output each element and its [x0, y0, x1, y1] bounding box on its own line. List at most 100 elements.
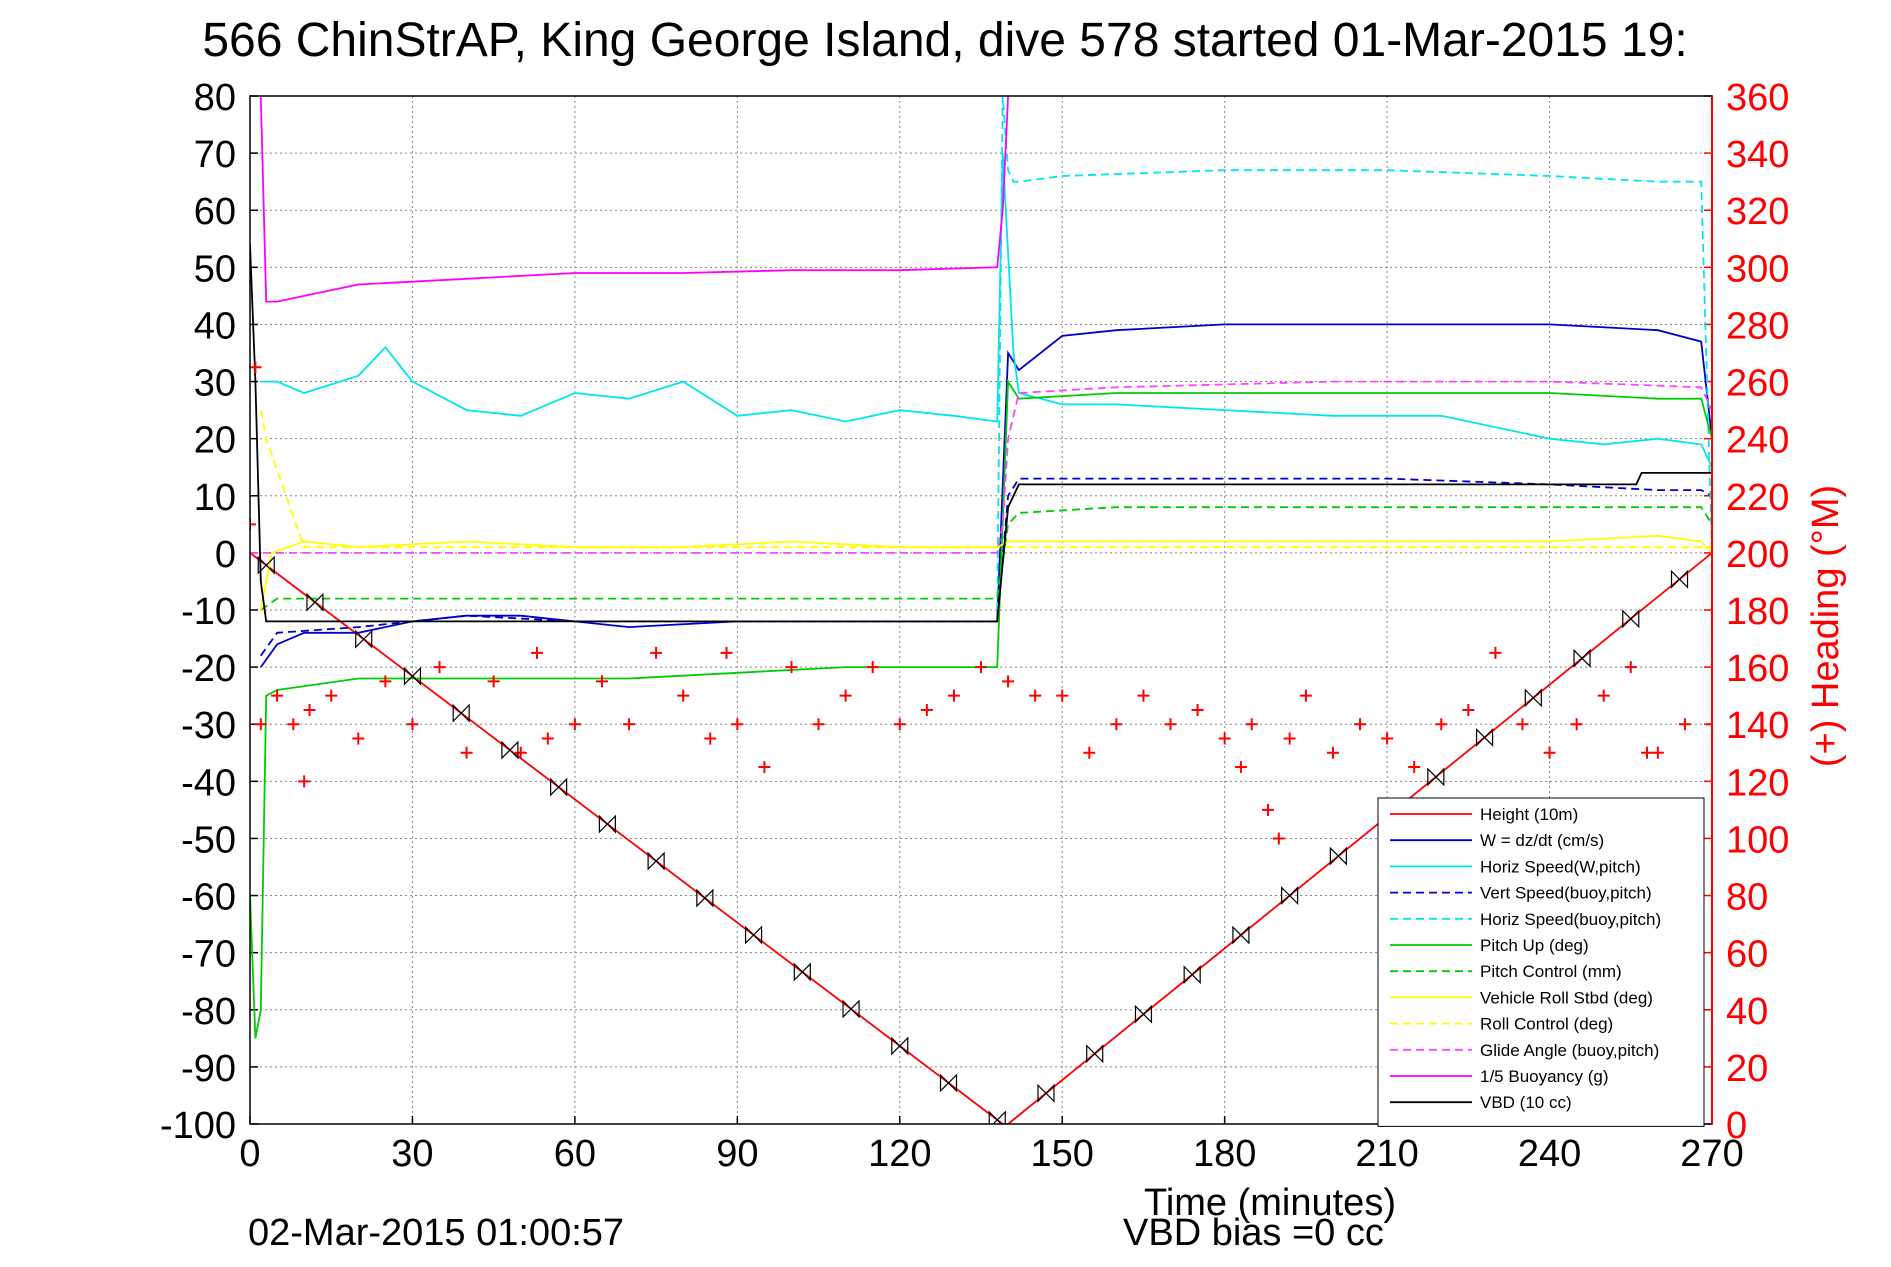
depth-marker [1329, 846, 1347, 866]
depth-marker [1427, 767, 1445, 787]
heading-marker [1354, 718, 1367, 731]
heading-marker [947, 689, 960, 702]
depth-marker [452, 703, 470, 723]
heading-marker [975, 661, 987, 674]
legend-box [1377, 797, 1705, 1127]
series-7-line [259, 534, 1712, 611]
heading-marker [1641, 746, 1654, 759]
y-tick-label: -20 [181, 648, 236, 690]
y-tick-label: -40 [181, 762, 236, 804]
series-10-line [259, 96, 1009, 303]
series-0-line [250, 552, 1712, 1124]
heading-marker [920, 703, 933, 716]
depth-marker [501, 740, 519, 760]
y-right-tick-label: 20 [1726, 1048, 1768, 1090]
heading-marker [406, 718, 419, 731]
legend-label: Horiz Speed(W,pitch) [1480, 857, 1641, 876]
heading-marker [460, 746, 473, 759]
y-tick-label: 80 [194, 77, 236, 119]
heading-marker [893, 718, 906, 731]
depth-marker [842, 999, 860, 1019]
x-axis-ticks: 0 30 60 90 120 150 180 210 240 270 [239, 1116, 1744, 1175]
y-tick-label: 40 [194, 305, 236, 347]
depth-marker [1524, 688, 1542, 708]
heading-marker [530, 646, 543, 659]
x-tick-label: 210 [1355, 1133, 1418, 1175]
heading-marker [1408, 761, 1421, 774]
y-right-tick-label: 120 [1726, 762, 1789, 804]
heading-marker [758, 761, 771, 774]
depth-marker [1573, 648, 1591, 668]
series-11-line [250, 244, 1712, 623]
heading-marker [1218, 732, 1231, 745]
heading-marker [1326, 746, 1339, 759]
heading-marker [1283, 732, 1296, 745]
x-tick-label: 150 [1031, 1133, 1094, 1175]
y-tick-label: 50 [194, 248, 236, 290]
heading-marker [1299, 689, 1312, 702]
legend-label: Pitch Control (mm) [1480, 962, 1622, 981]
heading-marker [1234, 761, 1247, 774]
legend: Height (10m) W = dz/dt (cm/s) Horiz Speed(… [1377, 797, 1705, 1127]
series-2-line [260, 153, 1712, 468]
y-right-tick-label: 340 [1726, 134, 1789, 176]
y-right-tick-label: 240 [1726, 420, 1789, 462]
heading-marker [839, 689, 852, 702]
heading-marker [1462, 703, 1475, 716]
series-9-line [250, 380, 1712, 554]
heading-marker [677, 689, 690, 702]
y-right-tick-label: 100 [1726, 819, 1789, 861]
heading-marker [254, 718, 267, 731]
y-tick-label: -60 [181, 877, 236, 919]
heading-marker [352, 732, 365, 745]
y-right-tick-label: 0 [1726, 1105, 1747, 1147]
y-right-tick-label: 140 [1726, 705, 1789, 747]
y-right-tick-label: 40 [1726, 991, 1768, 1033]
x-tick-label: 120 [868, 1133, 931, 1175]
depth-marker [1086, 1044, 1104, 1064]
y-right-tick-label: 280 [1726, 305, 1789, 347]
heading-marker [1381, 732, 1394, 745]
legend-label: Glide Angle (buoy,pitch) [1480, 1041, 1659, 1060]
heading-marker [1029, 689, 1042, 702]
y-tick-label: -100 [160, 1105, 236, 1147]
y-tick-label: -80 [181, 991, 236, 1033]
y-right-tick-label: 220 [1726, 477, 1789, 519]
legend-label: 1/5 Buoyancy (g) [1480, 1067, 1609, 1086]
y-right-tick-label: 300 [1726, 248, 1789, 290]
heading-marker [250, 361, 262, 374]
x-tick-label: 60 [554, 1133, 596, 1175]
heading-marker [1002, 675, 1015, 688]
y-tick-label: 0 [215, 534, 236, 576]
depth-marker [1134, 1004, 1153, 1024]
footer-vbd-bias: VBD bias =0 cc [1123, 1212, 1384, 1254]
heading-marker [595, 675, 608, 688]
legend-label: Vert Speed(buoy,pitch) [1480, 884, 1652, 903]
heading-marker [250, 518, 256, 531]
heading-marker [731, 718, 744, 731]
depth-marker [1232, 925, 1250, 945]
depth-marker [696, 888, 714, 908]
depth-marker [306, 592, 324, 612]
series-5-line [250, 378, 1712, 1039]
legend-label: W = dz/dt (cm/s) [1480, 831, 1604, 850]
legend-label: Roll Control (deg) [1480, 1015, 1613, 1034]
heading-marker [623, 718, 636, 731]
x-tick-label: 270 [1680, 1133, 1743, 1175]
y-right-tick-label: 320 [1726, 191, 1789, 233]
y-right-tick-label: 180 [1726, 591, 1789, 633]
heading-marker [568, 718, 581, 731]
heading-marker [1678, 718, 1691, 731]
depth-marker [1281, 886, 1299, 906]
heading-marker [1110, 718, 1123, 731]
x-tick-label: 30 [391, 1133, 433, 1175]
heading-marker [514, 746, 527, 759]
heading-marker [1261, 803, 1274, 816]
depth-marker [257, 555, 275, 575]
series-12-markers [250, 361, 1712, 845]
depth-marker [939, 1073, 958, 1093]
y-tick-label: -10 [181, 591, 236, 633]
heading-marker [1137, 689, 1150, 702]
